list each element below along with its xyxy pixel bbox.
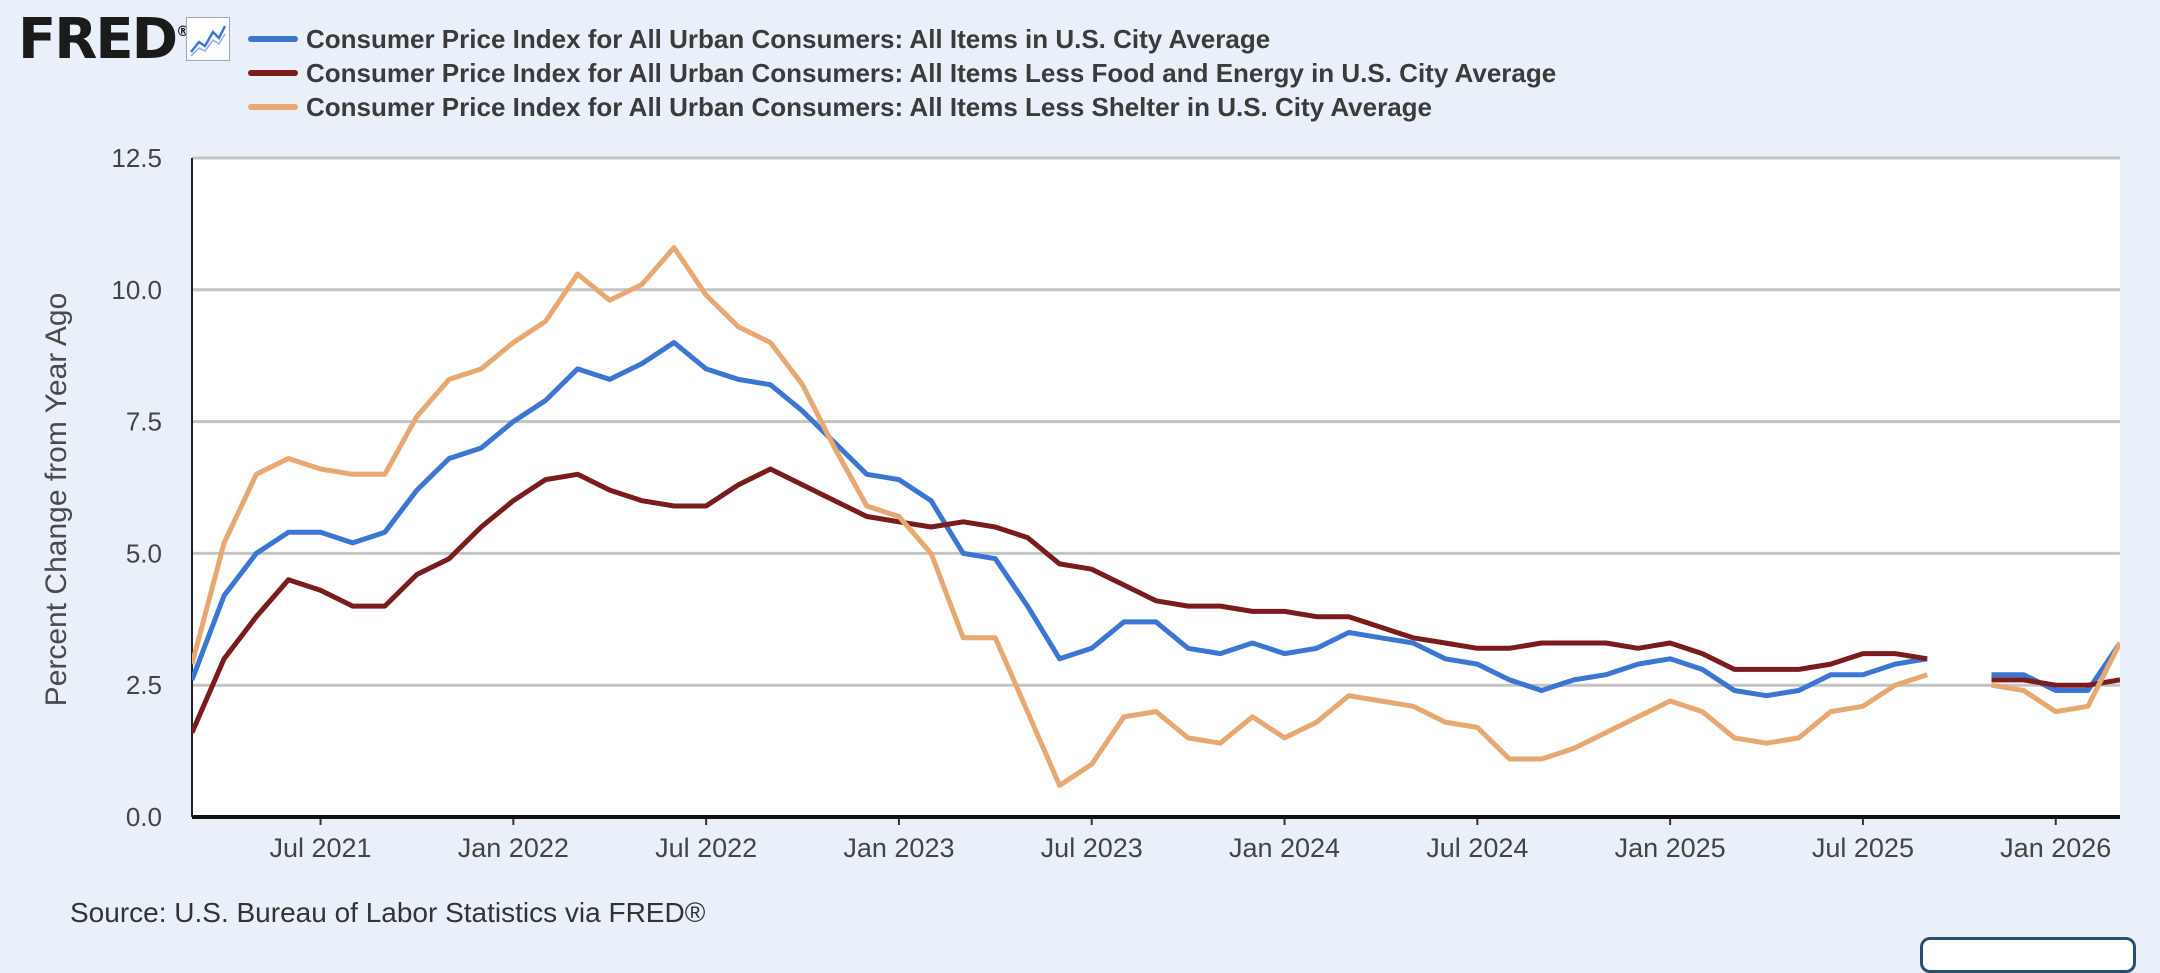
series-line-2: [192, 245, 2120, 788]
y-tick-label-1: 2.5: [126, 670, 162, 700]
legend-swatch-2: [248, 104, 298, 110]
x-tick-label-2: Jul 2022: [655, 833, 757, 863]
x-tick-label-7: Jan 2025: [1615, 833, 1726, 863]
source-note: Source: U.S. Bureau of Labor Statistics …: [70, 897, 706, 928]
y-tick-label-3: 7.5: [126, 407, 162, 437]
legend-label-1: Consumer Price Index for All Urban Consu…: [306, 57, 1557, 88]
plot-area: [192, 158, 2120, 817]
x-tick-label-5: Jan 2024: [1229, 833, 1340, 863]
header: FRED® Consumer Price Index for All Urban…: [0, 0, 2160, 140]
x-tick-label-1: Jan 2022: [458, 833, 569, 863]
y-tick-label-4: 10.0: [111, 275, 162, 305]
series-line-0: [192, 340, 2120, 699]
x-tick-label-3: Jan 2023: [843, 833, 954, 863]
legend-item-2[interactable]: Consumer Price Index for All Urban Consu…: [248, 90, 1556, 124]
y-tick-label-5: 12.5: [111, 143, 162, 173]
legend-item-0[interactable]: Consumer Price Index for All Urban Consu…: [248, 22, 1556, 56]
legend-swatch-1: [248, 70, 298, 76]
edit-graph-button[interactable]: [1920, 937, 2136, 973]
y-axis-label: Percent Change from Year Ago: [40, 293, 73, 707]
x-tick-label-9: Jan 2026: [2000, 833, 2111, 863]
x-tick-label-6: Jul 2024: [1426, 833, 1528, 863]
fred-logo[interactable]: FRED®: [18, 7, 191, 72]
graph-line-icon[interactable]: [186, 17, 230, 61]
legend-label-2: Consumer Price Index for All Urban Consu…: [306, 91, 1433, 122]
line-chart: 0.0 2.5 5.0 7.5 10.0 12.5 Jul 2021 Jan 2022 Jul …: [40, 143, 2120, 863]
legend-label-0: Consumer Price Index for All Urban Consu…: [306, 23, 1271, 54]
y-tick-label-0: 0.0: [126, 802, 162, 832]
legend-item-1[interactable]: Consumer Price Index for All Urban Consu…: [248, 56, 1556, 90]
x-tick-label-4: Jul 2023: [1041, 833, 1143, 863]
legend-swatch-0: [248, 36, 298, 42]
x-tick-label-0: Jul 2021: [269, 833, 371, 863]
y-tick-label-2: 5.0: [126, 538, 162, 568]
x-tick-label-8: Jul 2025: [1812, 833, 1914, 863]
chart-legend: Consumer Price Index for All Urban Consu…: [248, 22, 1556, 124]
